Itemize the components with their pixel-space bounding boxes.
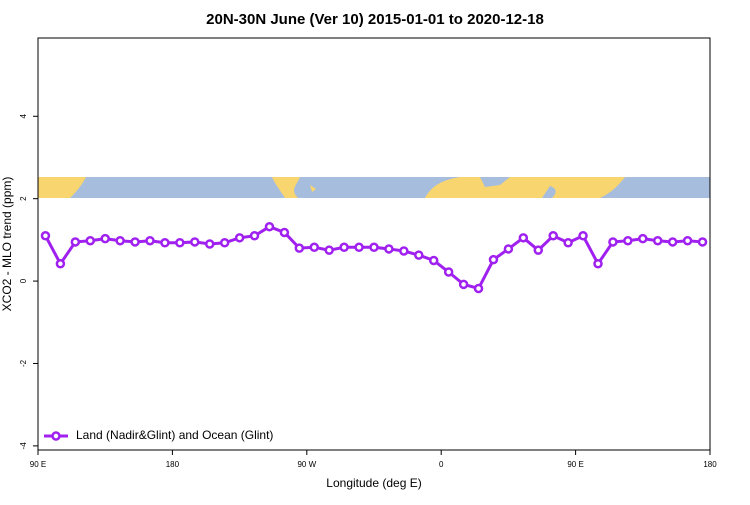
x-tick-label: 0 <box>439 460 444 469</box>
map-band <box>38 177 710 198</box>
data-point <box>518 233 529 243</box>
data-point <box>309 242 320 253</box>
data-point <box>578 231 588 241</box>
data-point <box>55 259 66 269</box>
data-point <box>473 283 484 294</box>
data-point <box>443 267 454 277</box>
data-point <box>369 242 379 253</box>
data-point <box>100 233 110 244</box>
y-axis-label: XCO2 - MLO trend (ppm) <box>0 177 14 312</box>
data-point <box>249 231 260 241</box>
data-point <box>428 255 439 266</box>
data-point <box>40 231 51 241</box>
legend-marker <box>51 431 61 441</box>
data-point <box>294 243 305 253</box>
data-point <box>145 235 155 246</box>
data-point <box>458 279 469 290</box>
legend-label: Land (Nadir&Glint) and Ocean (Glint) <box>76 428 273 442</box>
plot-frame <box>37 37 711 451</box>
data-point <box>682 235 693 246</box>
data-point <box>697 237 708 247</box>
chart-title: 20N-30N June (Ver 10) 2015-01-01 to 2020… <box>206 11 544 28</box>
data-point <box>219 238 230 248</box>
y-tick-label: -2 <box>19 359 28 367</box>
x-axis-label: Longitude (deg E) <box>326 476 421 490</box>
data-point <box>563 238 573 248</box>
data-point <box>593 259 603 269</box>
y-tick-label: 0 <box>19 278 28 283</box>
data-point <box>399 246 409 256</box>
x-tick-label: 90 E <box>30 460 46 469</box>
data-point <box>339 242 349 253</box>
y-tick-label: 4 <box>19 114 28 119</box>
data-point <box>414 250 424 260</box>
data-point <box>667 237 678 247</box>
x-tick-label: 180 <box>703 460 717 469</box>
data-point <box>190 237 200 247</box>
data-point <box>488 254 499 265</box>
data-point <box>548 231 558 241</box>
data-point <box>204 239 215 249</box>
y-tick-label: 2 <box>19 196 28 201</box>
data-point <box>160 238 170 248</box>
data-point <box>264 221 275 232</box>
data-point <box>638 233 648 244</box>
data-point <box>175 238 185 248</box>
x-tick-label: 90 E <box>567 460 583 469</box>
data-point <box>623 235 633 246</box>
data-point <box>608 237 618 247</box>
data-point <box>234 233 245 243</box>
series-line <box>44 225 703 291</box>
data-point <box>279 227 290 238</box>
data-point <box>503 244 514 254</box>
data-point <box>533 245 544 255</box>
x-tick-label: 90 W <box>297 460 316 469</box>
data-point <box>85 235 96 246</box>
data-point <box>652 235 663 246</box>
data-point <box>384 244 394 254</box>
data-point <box>130 237 140 247</box>
data-point <box>115 235 125 246</box>
data-point <box>324 245 334 255</box>
data-point <box>70 237 81 247</box>
y-tick-label: -4 <box>19 442 28 450</box>
x-tick-label: 180 <box>166 460 180 469</box>
data-point <box>354 242 364 253</box>
